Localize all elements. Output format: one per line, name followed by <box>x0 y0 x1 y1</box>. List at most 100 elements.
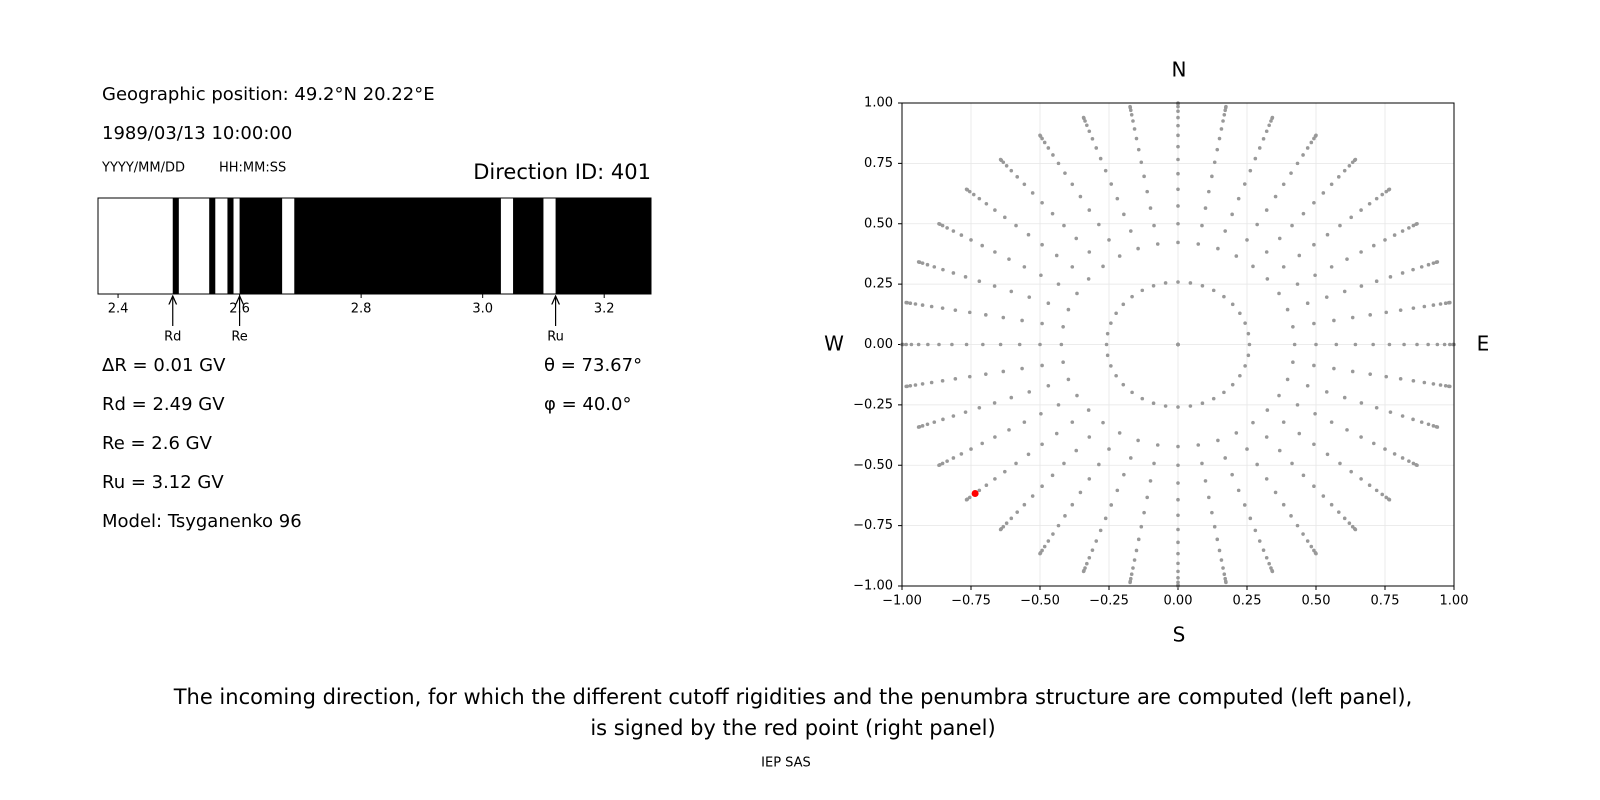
direction-point <box>1176 513 1180 518</box>
direction-point <box>993 208 997 212</box>
direction-point <box>945 459 949 463</box>
direction-point <box>1128 104 1132 109</box>
direction-point <box>1040 363 1044 368</box>
direction-point <box>1038 342 1042 347</box>
x-tick-label: −0.25 <box>1089 594 1129 609</box>
direction-point <box>993 250 997 254</box>
direction-point <box>1210 510 1214 515</box>
compass-east: E <box>1477 332 1490 356</box>
direction-point <box>980 243 985 248</box>
direction-point <box>1448 384 1452 389</box>
compass-west: W <box>824 332 844 356</box>
direction-point <box>916 342 921 347</box>
direction-point <box>1309 140 1314 145</box>
direction-point <box>1200 461 1204 466</box>
direction-point <box>1359 435 1363 439</box>
direction-point <box>1105 353 1110 358</box>
direction-point <box>1350 369 1355 374</box>
direction-point <box>1371 441 1376 446</box>
direction-point <box>1398 377 1403 381</box>
direction-point <box>1230 382 1235 387</box>
direction-point <box>1007 428 1011 432</box>
direction-point <box>1329 420 1334 424</box>
direction-point <box>963 275 968 279</box>
direction-point <box>1020 366 1024 371</box>
direction-point <box>1411 223 1416 228</box>
direction-point <box>1426 342 1430 347</box>
direction-point <box>1130 390 1134 395</box>
direction-point <box>1222 572 1227 577</box>
direction-point <box>1305 383 1310 388</box>
direction-point <box>1022 420 1027 424</box>
time-format: HH:MM:SS <box>219 161 286 176</box>
direction-point <box>1223 456 1227 460</box>
direction-point <box>1353 157 1358 162</box>
direction-point <box>1261 137 1266 141</box>
direction-point <box>1101 264 1105 269</box>
direction-point <box>1359 208 1363 212</box>
direction-point <box>1248 516 1253 521</box>
direction-point <box>1085 123 1089 128</box>
direction-point <box>1207 189 1211 194</box>
direction-point <box>964 342 969 347</box>
direction-point <box>1301 211 1306 216</box>
direction-point <box>1128 580 1132 585</box>
y-tick-label: −0.25 <box>853 397 893 412</box>
direction-point <box>1325 452 1330 457</box>
direction-point <box>1345 257 1349 261</box>
direction-point <box>1388 410 1393 414</box>
direction-point <box>1295 403 1300 407</box>
direction-point <box>1347 521 1352 525</box>
direction-point <box>1301 532 1305 536</box>
direction-point <box>1151 401 1156 406</box>
direction-point <box>1435 260 1440 264</box>
direction-point <box>1415 342 1419 347</box>
direction-point <box>1038 551 1042 556</box>
direction-point <box>1380 492 1385 497</box>
theta: θ = 73.67° <box>544 355 642 376</box>
direction-point <box>1321 494 1326 498</box>
phi: φ = 40.0° <box>544 394 631 415</box>
direction-point <box>1367 202 1372 206</box>
direction-point <box>1115 488 1120 493</box>
direction-point <box>1234 431 1239 435</box>
direction-point <box>1132 558 1137 562</box>
direction-point <box>1061 324 1065 329</box>
direction-point <box>1176 157 1180 162</box>
direction-id: Direction ID: 401 <box>473 160 651 184</box>
direction-point <box>1277 448 1282 453</box>
direction-point <box>1212 524 1217 529</box>
direction-point <box>904 300 908 305</box>
direction-point <box>1255 462 1259 467</box>
direction-point <box>1347 164 1352 168</box>
direction-point <box>1081 569 1086 574</box>
direction-point <box>1109 503 1114 507</box>
direction-point <box>981 342 985 347</box>
direction-point <box>1242 503 1247 507</box>
direction-point <box>1342 168 1347 173</box>
direction-point <box>1003 469 1007 474</box>
direction-point <box>1026 452 1031 457</box>
direction-point <box>1056 403 1061 407</box>
direction-point <box>1122 472 1126 477</box>
direction-point <box>1359 250 1363 254</box>
direction-point <box>951 271 956 275</box>
direction-point <box>1038 133 1042 138</box>
direction-point <box>1383 238 1387 242</box>
direction-point <box>1329 265 1334 269</box>
direction-point <box>925 422 930 427</box>
direction-point <box>1336 175 1341 179</box>
direction-point <box>993 435 997 439</box>
direction-point <box>1176 342 1180 347</box>
direction-point <box>969 238 973 242</box>
direction-point <box>967 310 972 315</box>
direction-point <box>1325 232 1330 237</box>
direction-point <box>920 382 925 386</box>
direction-point <box>916 260 921 264</box>
direction-point <box>1238 373 1242 378</box>
x-tick-label: 3.2 <box>594 302 615 317</box>
x-tick-label: −1.00 <box>882 594 922 609</box>
direction-point <box>1329 182 1334 187</box>
direction-point <box>941 417 945 422</box>
